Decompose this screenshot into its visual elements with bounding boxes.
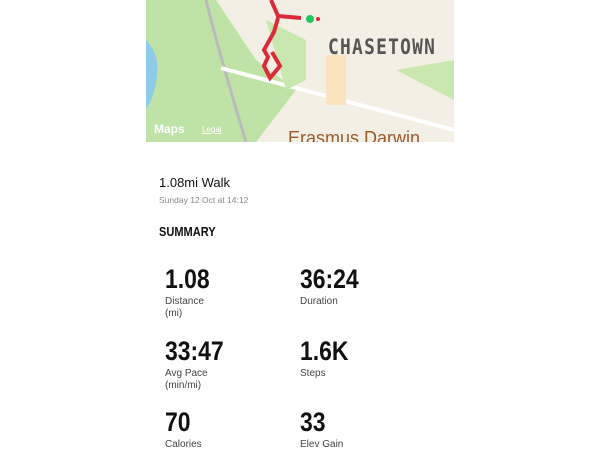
workout-date: Sunday 12 Oct at 14:12	[159, 195, 249, 205]
start-marker	[306, 15, 314, 23]
route-map[interactable]: CHASETOWN Erasmus Darwin Maps Legal	[146, 0, 454, 142]
workout-title: 1.08mi Walk	[159, 175, 231, 190]
route-path	[261, 0, 302, 82]
metric-duration: 36:24 Duration	[300, 264, 359, 307]
map-poi-label: Erasmus Darwin	[288, 128, 421, 142]
summary-heading: SUMMARY	[159, 224, 216, 239]
maps-logo: Maps	[154, 122, 185, 136]
legal-link[interactable]: Legal	[202, 125, 222, 134]
map-town-label: CHASETOWN	[328, 35, 437, 59]
metric-distance: 1.08 Distance (mi)	[165, 264, 210, 319]
end-marker	[316, 17, 320, 21]
map-background	[146, 0, 454, 142]
metric-avg-pace: 33:47 Avg Pace (min/mi)	[165, 336, 224, 391]
metric-elev-gain: 33 Elev Gain	[300, 407, 344, 450]
metric-steps: 1.6K Steps	[300, 336, 349, 379]
metric-calories: 70 Calories	[165, 407, 202, 450]
